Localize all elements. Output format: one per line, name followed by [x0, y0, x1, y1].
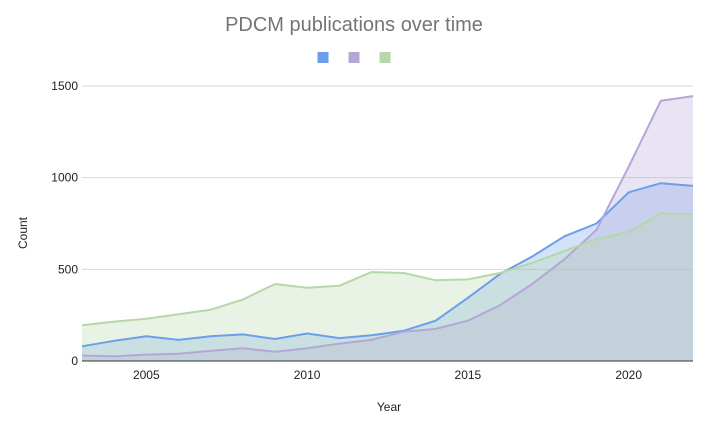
- y-tick-label: 0: [71, 354, 78, 368]
- grid: [82, 85, 693, 270]
- x-axis-ticks: 2005 2010 2015 2020: [133, 368, 642, 382]
- x-tick-label: 2010: [294, 368, 321, 382]
- x-tick-label: 2015: [455, 368, 482, 382]
- series-3-area: [82, 213, 693, 361]
- y-axis-ticks: 0 500 1000 1500: [51, 79, 78, 368]
- x-axis-title: Year: [377, 400, 401, 414]
- series-areas: [82, 96, 693, 361]
- legend-swatch-series-1[interactable]: [317, 52, 329, 63]
- y-tick-label: 500: [58, 262, 78, 276]
- series-2-line: [81, 95, 694, 358]
- legend: [317, 52, 391, 63]
- series-2-area: [82, 96, 693, 361]
- y-tick-label: 1000: [51, 171, 78, 185]
- x-tick-label: 2005: [133, 368, 160, 382]
- y-axis-title: Count: [16, 216, 30, 249]
- chart-title: PDCM publications over time: [225, 14, 483, 36]
- series-lines: [81, 95, 694, 358]
- legend-swatch-series-3[interactable]: [379, 52, 391, 63]
- series-1-area: [82, 183, 693, 361]
- series-1-line: [81, 182, 694, 348]
- legend-swatch-series-2[interactable]: [348, 52, 360, 63]
- y-tick-label: 1500: [51, 79, 78, 93]
- series-3-line: [81, 212, 694, 327]
- x-tick-label: 2020: [615, 368, 642, 382]
